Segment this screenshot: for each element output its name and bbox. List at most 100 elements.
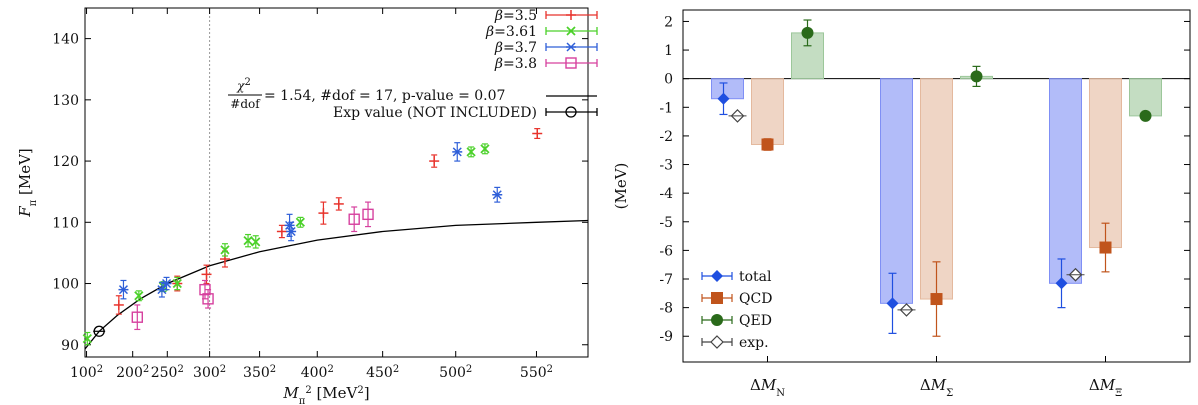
chi-denominator: #dof xyxy=(230,97,261,111)
x-tick-label: 3502 xyxy=(243,364,276,382)
data-point xyxy=(466,146,476,158)
marker-star xyxy=(157,285,167,295)
data-point xyxy=(202,289,214,309)
data-point xyxy=(93,325,106,337)
x-tick-label: 3002 xyxy=(193,364,226,382)
legend-label: QCD xyxy=(739,291,772,307)
series-2 xyxy=(118,142,503,300)
marker-diamond xyxy=(717,92,730,105)
x-tick-label: 4502 xyxy=(366,364,399,382)
marker-square xyxy=(930,293,943,306)
x-tick-label: 2502 xyxy=(151,364,184,382)
marker-circle xyxy=(801,26,814,39)
legend-marker xyxy=(711,314,723,326)
y-tick-label: 1 xyxy=(664,43,673,59)
y-tick-label: 0 xyxy=(664,72,673,88)
legend-label: β=3.61 xyxy=(485,24,537,40)
data-point xyxy=(243,233,253,248)
y-tick-label: -6 xyxy=(659,243,673,259)
y-tick-label: -5 xyxy=(659,215,673,231)
fit-curve xyxy=(84,219,589,350)
data-point xyxy=(276,224,287,239)
legend-label: β=3.7 xyxy=(494,40,537,56)
x-tick-label: 5502 xyxy=(520,364,553,382)
data-point xyxy=(532,128,543,140)
data-point xyxy=(480,143,490,155)
marker-square xyxy=(362,208,374,221)
marker-square xyxy=(761,138,774,151)
legend-label: β=3.5 xyxy=(494,8,537,24)
marker-cross xyxy=(220,245,230,255)
x-axis-label: Mπ2 [MeV2] xyxy=(282,384,369,405)
data-point xyxy=(452,142,463,162)
marker-cross xyxy=(466,147,476,157)
bar-total xyxy=(711,78,744,100)
marker-circle xyxy=(1139,109,1152,122)
data-point xyxy=(199,279,211,300)
data-point xyxy=(348,206,360,233)
data-point xyxy=(161,276,172,291)
series-1 xyxy=(82,143,490,346)
marker-star xyxy=(492,190,502,200)
legend-label: QED xyxy=(739,313,772,329)
y-axis-label: (MeV) xyxy=(612,163,630,210)
x-tick-label: 2002 xyxy=(116,364,149,382)
data-point xyxy=(295,216,305,228)
marker-square xyxy=(202,293,214,305)
bar-QCD xyxy=(1089,78,1122,249)
data-point xyxy=(118,279,129,300)
legend-label: β=3.8 xyxy=(494,56,537,72)
marker-diamond xyxy=(1055,277,1068,290)
data-point xyxy=(82,331,92,346)
data-point xyxy=(429,154,440,168)
marker-diamond xyxy=(886,297,899,310)
x-tick-label: 1002 xyxy=(70,364,103,382)
marker-cross xyxy=(172,278,182,289)
bar-QED xyxy=(1129,78,1162,117)
data-point xyxy=(251,235,261,249)
data-point xyxy=(362,201,374,228)
marker-square xyxy=(565,57,577,69)
x-tick-label: 4002 xyxy=(301,364,334,382)
marker-cross xyxy=(134,291,144,301)
x-tick-label: 5002 xyxy=(439,364,472,382)
data-point xyxy=(286,221,297,242)
series-4 xyxy=(93,325,106,337)
y-tick-label: 2 xyxy=(664,14,673,30)
legend-marker xyxy=(711,270,723,282)
y-tick-label: -3 xyxy=(659,158,673,174)
marker-cross xyxy=(295,217,305,227)
plot-frame xyxy=(84,7,589,358)
y-tick-label: -7 xyxy=(659,272,673,288)
marker-cross xyxy=(82,333,92,344)
data-point xyxy=(172,276,182,291)
marker-square xyxy=(131,311,143,323)
y-tick-label: -2 xyxy=(659,129,673,145)
marker-star xyxy=(118,285,128,295)
legend-label: total xyxy=(739,269,772,285)
data-point xyxy=(134,290,144,302)
marker-square xyxy=(1099,241,1112,254)
chi-annotation-text: = 1.54, #dof = 17, p-value = 0.07 xyxy=(264,88,505,104)
data-point xyxy=(492,186,503,203)
data-point xyxy=(220,243,230,257)
marker-star xyxy=(452,147,462,157)
y-tick-label: 130 xyxy=(52,93,79,109)
right-chart: 2 1 0 -1 -2 -3 -4 -5 -6 -7 -8 -9 (MeV) ΔMN ΔMΣ ΔMΞ total… xyxy=(612,9,1191,399)
marker-star xyxy=(286,226,296,237)
y-tick-label: -1 xyxy=(659,100,673,116)
marker-star xyxy=(161,278,172,289)
y-tick-label: -8 xyxy=(659,301,673,317)
y-tick-label: 140 xyxy=(52,32,79,48)
series-3 xyxy=(131,201,374,331)
bar-total xyxy=(880,78,913,304)
legend-marker xyxy=(711,292,723,304)
marker-cross xyxy=(243,236,253,246)
series-0 xyxy=(113,128,543,315)
data-point xyxy=(318,201,329,225)
y-axis-label: Fπ [MeV] xyxy=(16,148,39,218)
marker-circle xyxy=(565,106,577,118)
left-chart: 90 100 110 120 130 140 1002 2002 2502 3002 3502 400… xyxy=(16,7,598,405)
marker-circle xyxy=(93,325,105,337)
data-point xyxy=(131,304,143,331)
